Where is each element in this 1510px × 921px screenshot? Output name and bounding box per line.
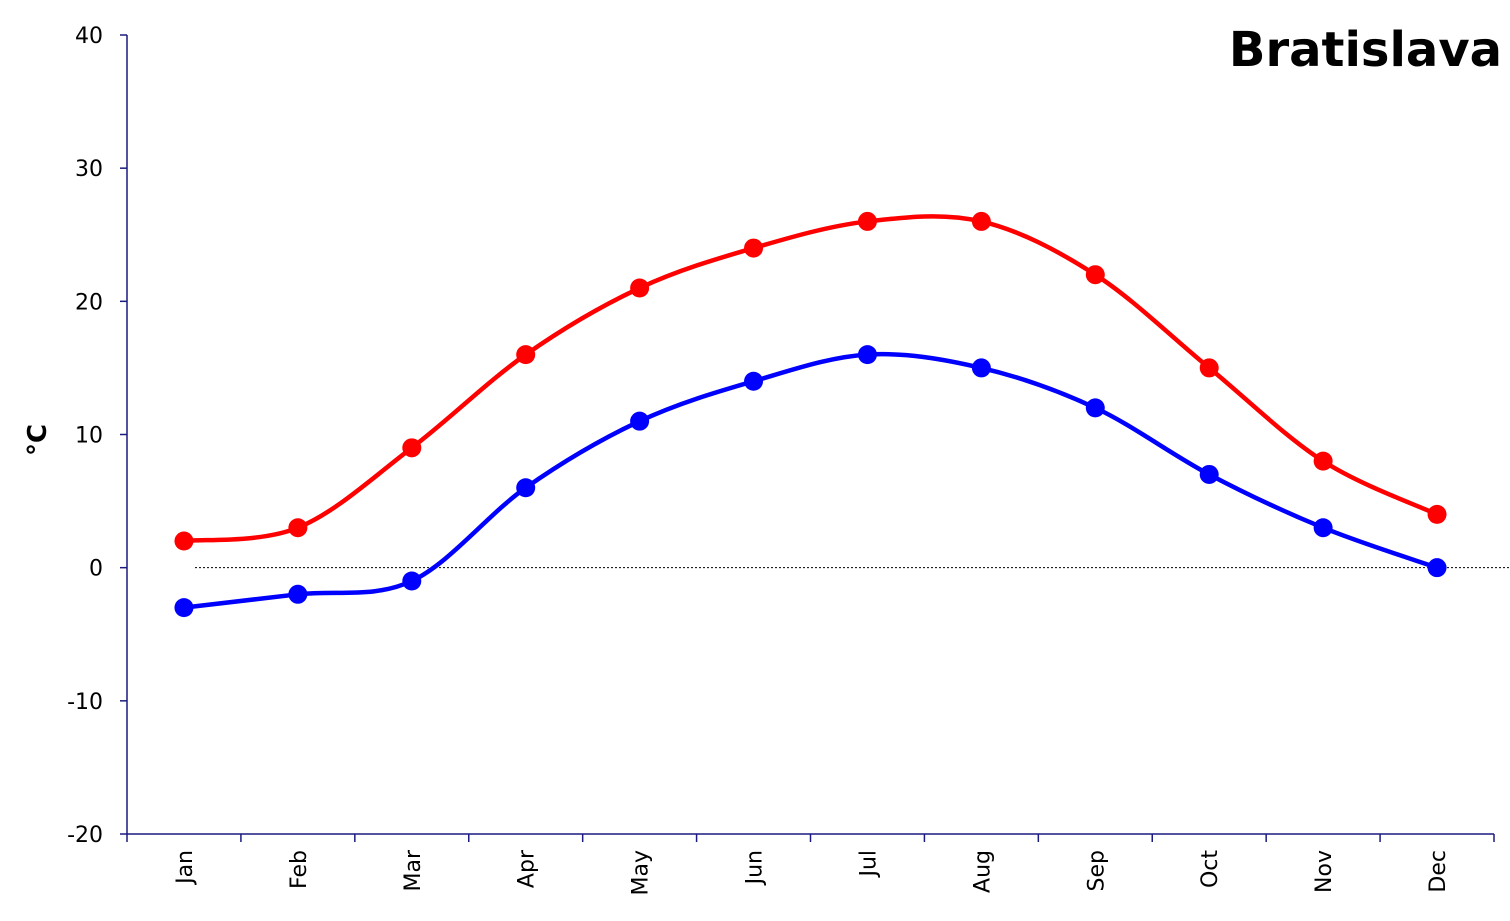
x-tick-label: Oct bbox=[1198, 850, 1223, 888]
data-point bbox=[174, 598, 194, 618]
x-tick-label: Aug bbox=[970, 850, 995, 893]
data-point bbox=[1199, 358, 1219, 378]
data-point bbox=[971, 358, 991, 378]
y-tick-label: 10 bbox=[75, 424, 103, 449]
data-point bbox=[1427, 558, 1447, 578]
y-tick-label: -20 bbox=[67, 823, 103, 848]
y-tick-label: 40 bbox=[75, 24, 103, 49]
y-axis-label: °C bbox=[23, 424, 53, 456]
x-tick-label: Nov bbox=[1312, 850, 1337, 893]
x-tick-label: Mar bbox=[401, 849, 426, 891]
x-tick-label: Sep bbox=[1084, 850, 1109, 891]
data-point bbox=[402, 438, 422, 458]
y-tick-label: 20 bbox=[75, 290, 103, 315]
data-point bbox=[630, 411, 650, 431]
data-point bbox=[857, 345, 877, 365]
x-tick-label: Jun bbox=[743, 850, 768, 886]
data-point bbox=[744, 238, 764, 258]
y-tick-label: 30 bbox=[75, 157, 103, 182]
x-tick-label: Jul bbox=[856, 850, 881, 879]
x-tick-label: Apr bbox=[515, 849, 540, 888]
y-tick-label: 0 bbox=[89, 557, 103, 582]
x-tick-label: Dec bbox=[1426, 850, 1451, 893]
data-point bbox=[402, 571, 422, 591]
data-point bbox=[971, 211, 991, 231]
data-point bbox=[288, 584, 308, 604]
x-tick-label: May bbox=[629, 850, 654, 895]
data-point bbox=[1085, 398, 1105, 418]
data-point bbox=[1313, 451, 1333, 471]
y-tick-label: -10 bbox=[67, 690, 103, 715]
data-point bbox=[1313, 518, 1333, 538]
x-tick-label: Feb bbox=[287, 850, 312, 889]
data-point bbox=[1085, 265, 1105, 285]
data-point bbox=[174, 531, 194, 551]
data-point bbox=[288, 518, 308, 538]
data-point bbox=[744, 371, 764, 391]
data-point bbox=[630, 278, 650, 298]
data-point bbox=[857, 211, 877, 231]
data-point bbox=[1427, 504, 1447, 524]
data-point bbox=[516, 478, 536, 498]
x-tick-label: Jan bbox=[173, 850, 198, 886]
data-point bbox=[1199, 464, 1219, 484]
data-point bbox=[516, 345, 536, 365]
chart-title: Bratislava bbox=[1229, 22, 1502, 78]
